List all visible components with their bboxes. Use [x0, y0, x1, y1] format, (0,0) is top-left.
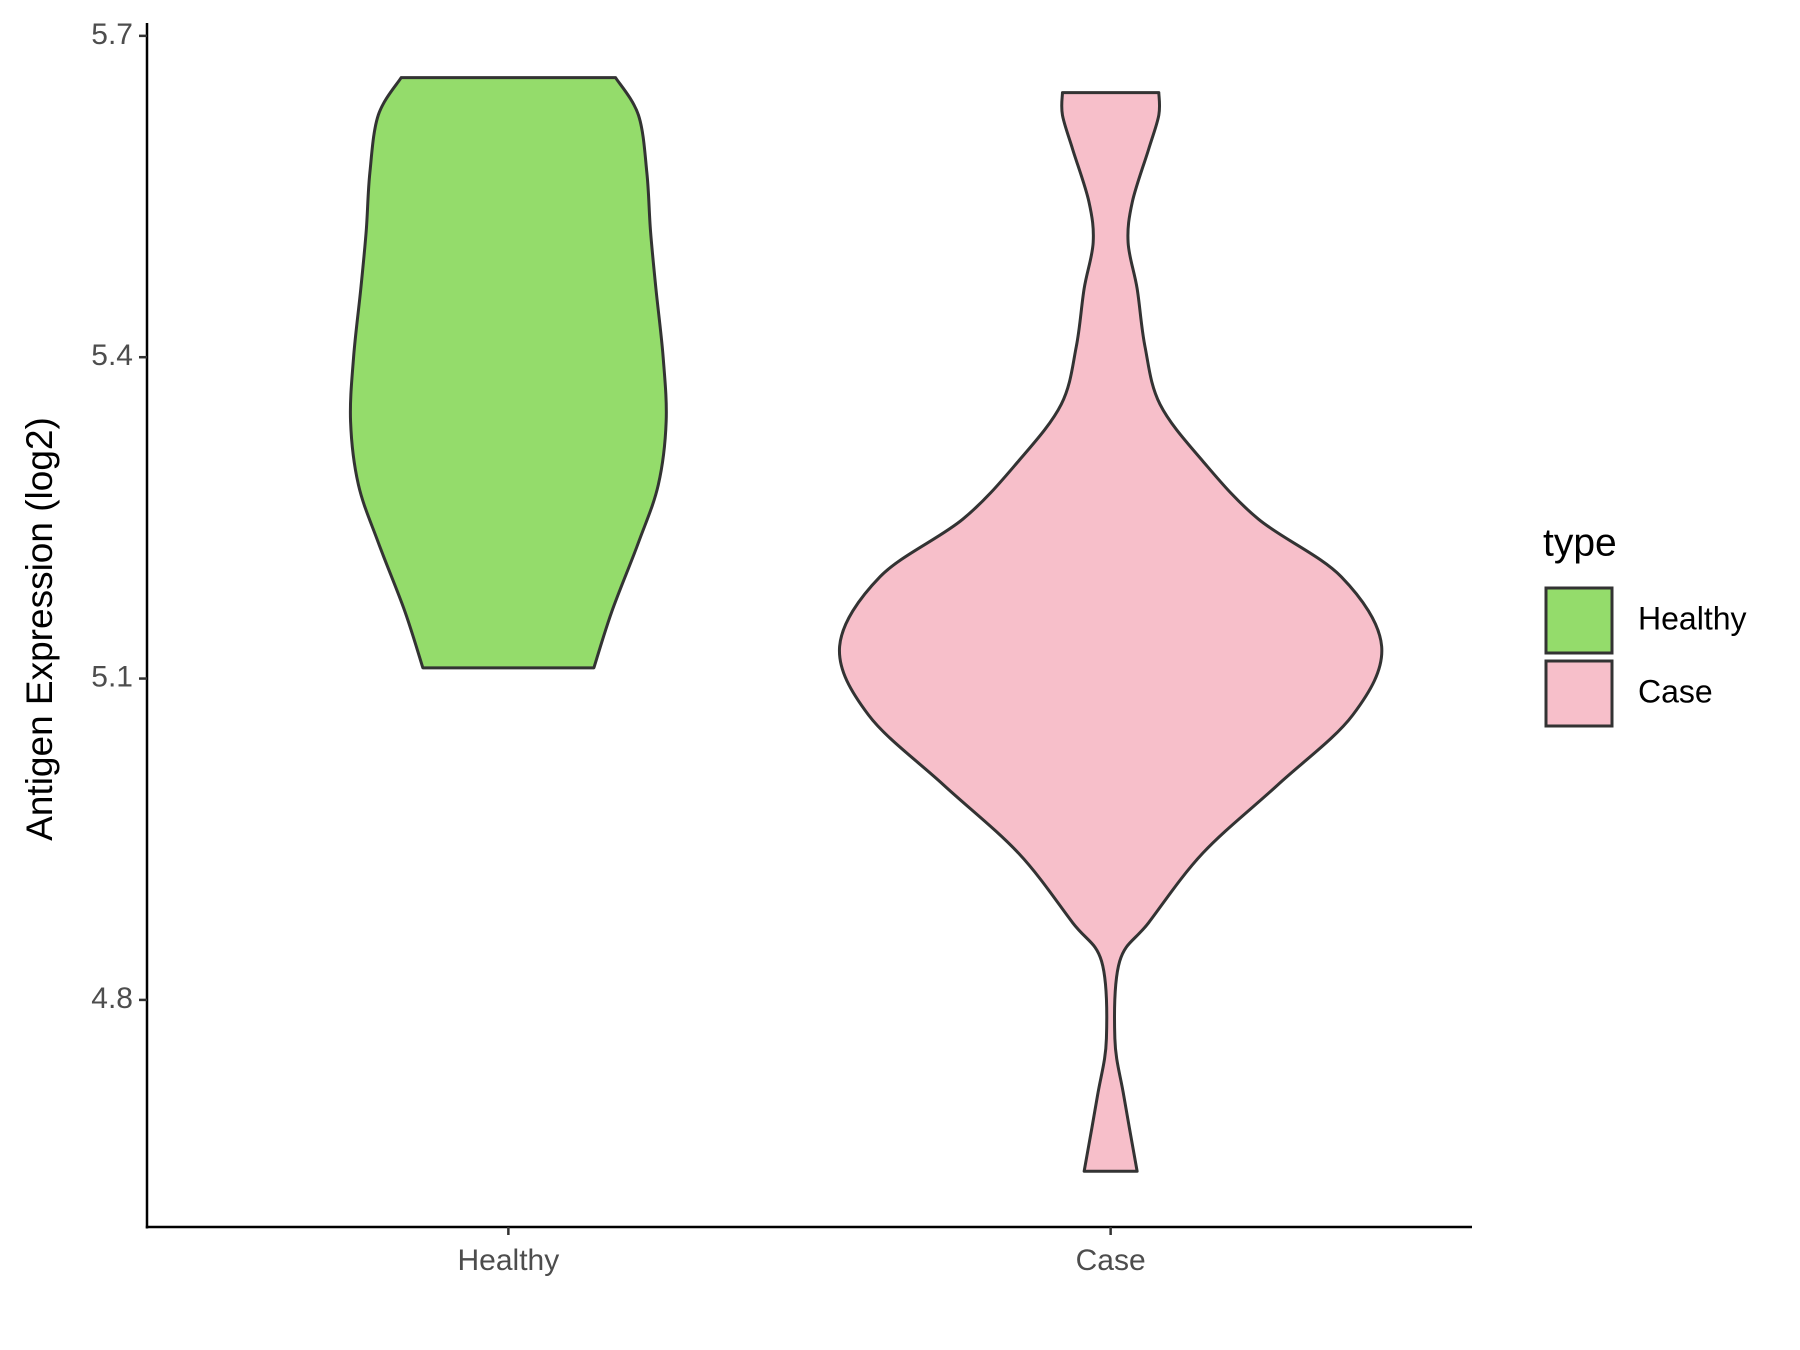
y-tick-label: 5.1 [91, 660, 133, 693]
legend-key [1544, 659, 1614, 728]
y-tick-label: 5.7 [91, 18, 133, 51]
y-tick-label: 5.4 [91, 339, 133, 372]
violin [838, 91, 1384, 1173]
violin [348, 76, 668, 670]
legend-label: Healthy [1638, 600, 1747, 636]
y-tick-label: 4.8 [91, 982, 133, 1015]
y-axis-title: Antigen Expression (log2) [19, 417, 60, 841]
x-tick-label: Healthy [458, 1244, 560, 1277]
legend-label: Case [1638, 673, 1713, 709]
legend-key [1544, 586, 1614, 655]
legend-title: type [1543, 521, 1617, 564]
x-tick-label: Case [1076, 1244, 1146, 1277]
